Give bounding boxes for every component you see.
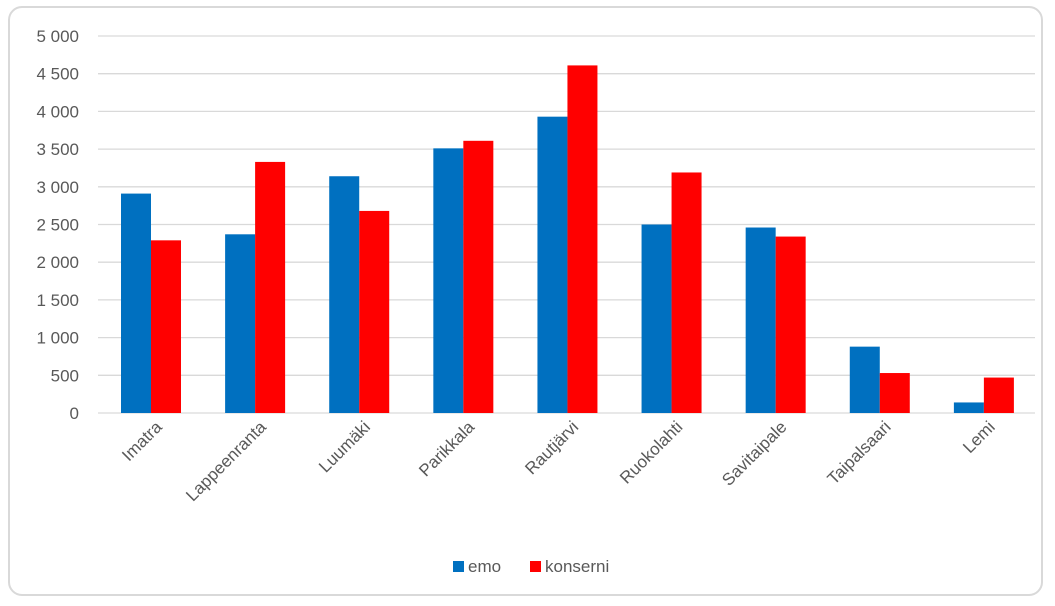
x-tick-label: Imatra	[118, 417, 166, 465]
legend-label-emo: emo	[468, 557, 501, 576]
bar-emo	[745, 227, 776, 413]
y-axis-ticks: 0 500 1 000 1 500 2 000 2 500 3 000 3 500 4 000 4…	[36, 27, 79, 423]
bar-konserni	[879, 373, 910, 413]
x-tick-label: Parikkala	[415, 417, 478, 480]
y-tick-label: 4 500	[36, 65, 79, 84]
bar-emo	[849, 346, 880, 413]
bar-konserni	[463, 140, 494, 413]
bar-emo	[121, 193, 151, 413]
x-tick-label: Lemi	[959, 417, 998, 456]
y-tick-label: 5 000	[36, 27, 79, 46]
x-tick-label: Taipalsaari	[824, 417, 895, 488]
legend-swatch-emo	[453, 561, 464, 572]
y-tick-label: 4 000	[36, 102, 79, 121]
bar-konserni	[775, 236, 806, 413]
bar-konserni	[151, 240, 181, 413]
y-tick-label: 0	[70, 404, 79, 423]
y-tick-label: 1 000	[36, 329, 79, 348]
bar-emo	[225, 234, 256, 413]
x-tick-label: Rautjärvi	[521, 417, 582, 478]
x-tick-label: Luumäki	[315, 417, 374, 476]
x-tick-label: Ruokolahti	[616, 417, 686, 487]
bar-emo	[537, 116, 568, 413]
y-tick-label: 1 500	[36, 291, 79, 310]
y-tick-label: 2 500	[36, 216, 79, 235]
bar-konserni	[567, 65, 598, 413]
bars	[121, 65, 1014, 413]
legend-label-konserni: konserni	[545, 557, 609, 576]
x-tick-label: Savitaipale	[718, 417, 790, 489]
x-axis-labels: Imatra Lappeenranta Luumäki Parikkala Rautjä…	[118, 417, 998, 505]
x-tick-label: Lappeenranta	[182, 417, 270, 505]
bar-emo	[641, 224, 672, 413]
bar-emo	[433, 148, 464, 413]
legend-swatch-konserni	[530, 561, 541, 572]
y-tick-label: 500	[51, 366, 79, 385]
bar-konserni	[255, 161, 286, 413]
bar-konserni	[983, 377, 1014, 413]
bar-konserni	[359, 210, 390, 413]
bar-konserni	[671, 172, 702, 413]
bar-emo	[329, 176, 360, 413]
y-tick-label: 3 000	[36, 178, 79, 197]
y-tick-label: 3 500	[36, 140, 79, 159]
y-tick-label: 2 000	[36, 253, 79, 272]
legend: emo konserni	[453, 557, 609, 576]
bar-emo	[953, 402, 984, 413]
